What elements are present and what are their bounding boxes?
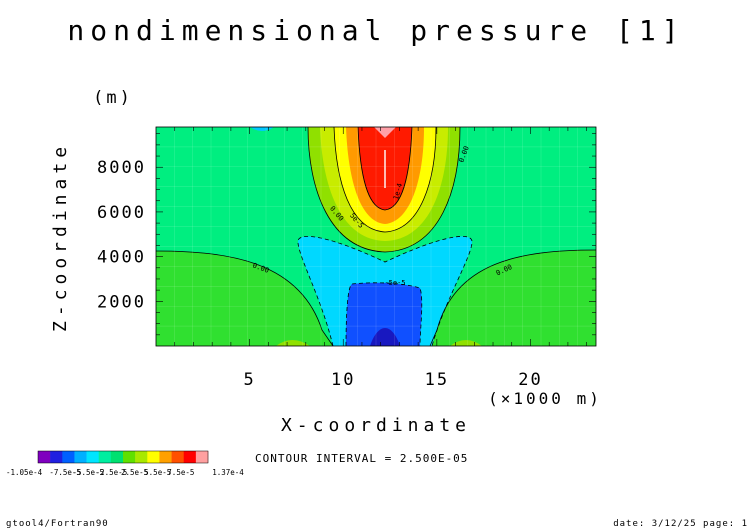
colorbar-swatch <box>38 451 51 463</box>
plot-frame <box>155 126 597 347</box>
contour-level-pos6 <box>374 127 396 138</box>
colorbar-frame <box>37 450 209 464</box>
x-axis-label: X-coordinate <box>281 415 471 436</box>
y-tick-label: 2000 <box>97 292 146 312</box>
contour-line-pos1 <box>307 127 461 253</box>
axes: 5 10 15 20 2000 4000 6000 8000 <box>97 126 597 390</box>
contour-line-zero-left <box>156 250 334 346</box>
contour-interval: CONTOUR INTERVAL = 2.500E-05 <box>255 452 468 465</box>
x-tick-label: 20 <box>518 370 542 390</box>
x-axis-unit: (×1000 m) <box>488 389 602 408</box>
colorbar-swatch <box>110 451 124 463</box>
colorbar-tick-label: 7.5e-5 <box>167 468 194 477</box>
contour-level-top-left <box>250 127 274 131</box>
contour-line-zero-right <box>429 249 596 346</box>
colorbar: -1.05e-4 -7.5e-5-5.5e-5-2.5e-52.5e-55.5e-… <box>6 450 244 477</box>
contour-level-low-right <box>430 250 596 346</box>
contour-line-neg1 <box>297 236 473 346</box>
plot-area: 0.000.000.00 0.00-5e-55e-51e-4 <box>156 127 596 346</box>
x-tick-label: 15 <box>425 370 449 390</box>
colorbar-swatch <box>135 451 148 463</box>
y-tick-label: 6000 <box>97 203 146 223</box>
colorbar-swatch <box>195 451 209 463</box>
contour-level-neg3 <box>370 328 400 346</box>
x-tick-label: 10 <box>331 370 355 390</box>
colorbar-tick-label: -5.5e-5 <box>72 468 104 477</box>
colorbar-tick-label: -7.5e-5 <box>49 468 81 477</box>
y-tick-label: 8000 <box>97 158 146 178</box>
colorbar-swatch <box>74 451 87 463</box>
colorbar-swatch <box>183 451 197 463</box>
colorbar-swatch <box>159 451 172 463</box>
colorbar-swatch <box>171 451 185 463</box>
y-axis-unit: (m) <box>93 88 133 108</box>
contour-level-low-left <box>156 251 333 346</box>
colorbar-tick-label: 2.5e-5 <box>121 468 148 477</box>
footer-program: gtool4/Fortran90 <box>6 519 109 529</box>
colorbar-swatch <box>98 451 112 463</box>
contour-line-pos5 <box>357 127 413 211</box>
colorbar-tick-label: 5.5e-5 <box>144 468 171 477</box>
contour-line-pos3 <box>333 127 437 233</box>
colorbar-tick-label: -2.5e-5 <box>96 468 128 477</box>
colorbar-swatch <box>50 451 63 463</box>
colorbar-tick-label: 1.37e-4 <box>212 468 244 477</box>
contour-highlight <box>384 150 386 188</box>
chart-title: nondimensional pressure [1] <box>67 14 684 47</box>
contour-label: -5e-5 <box>384 279 405 287</box>
contour-field: 0.000.000.00 0.00-5e-55e-51e-4 <box>156 127 596 346</box>
colorbar-tick-label: -1.05e-4 <box>6 468 43 477</box>
colorbar-swatch <box>123 451 136 463</box>
x-tick-label: 5 <box>243 370 255 390</box>
contour-level-small-left <box>276 340 310 346</box>
y-axis-label: Z-coordinate <box>50 142 71 332</box>
contour-level-neg2 <box>346 282 422 346</box>
colorbar-swatch <box>147 451 160 463</box>
colorbar-swatch <box>86 451 100 463</box>
contour-line-neg2 <box>345 282 423 346</box>
y-tick-label: 4000 <box>97 248 146 268</box>
footer-date: date: 3/12/25 page: 1 <box>613 519 748 529</box>
colorbar-swatch <box>62 451 75 463</box>
